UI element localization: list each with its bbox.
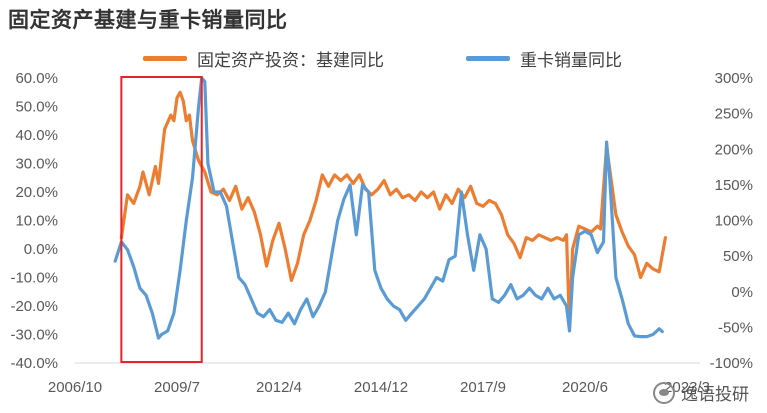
y-right-tick-label: 50% <box>723 248 753 265</box>
x-tick-label: 2017/9 <box>460 379 506 396</box>
legend-swatch-heavy-truck <box>466 56 510 61</box>
chart-legend: 固定资产投资：基建同比 重卡销量同比 <box>0 46 767 76</box>
y-right-tick-label: -100% <box>710 355 753 372</box>
y-right-tick-label: 200% <box>715 141 753 158</box>
watermark-text: 逸语投研 <box>681 385 749 405</box>
series-line-infrastructure <box>119 90 668 328</box>
wechat-icon <box>653 381 675 404</box>
y-right-tick-label: 250% <box>715 106 753 123</box>
y-left-tick-label: 20.0% <box>15 184 58 201</box>
y-left-tick-label: -30.0% <box>10 327 58 344</box>
x-tick-label: 2006/10 <box>48 379 102 396</box>
y-left-tick-label: 10.0% <box>15 213 58 230</box>
y-left-tick-label: -20.0% <box>10 298 58 315</box>
x-tick-label: 2009/7 <box>154 379 200 396</box>
x-tick-label: 2020/6 <box>562 379 608 396</box>
watermark: 逸语投研 <box>653 380 749 405</box>
y-left-tick-label: 0.0% <box>24 241 58 258</box>
legend-item-infrastructure: 固定资产投资：基建同比 <box>143 46 384 71</box>
y-right-tick-label: 300% <box>715 70 753 87</box>
chart-title: 固定资产基建与重卡销量同比 <box>8 8 288 32</box>
x-tick-label: 2014/12 <box>354 379 408 396</box>
y-right-tick-label: 150% <box>715 177 753 194</box>
y-left-tick-label: -10.0% <box>10 270 58 287</box>
legend-label-heavy-truck: 重卡销量同比 <box>520 51 622 71</box>
x-tick-label: 2012/4 <box>256 379 302 396</box>
series-line-heavy-truck <box>113 76 664 340</box>
y-left-tick-label: -40.0% <box>10 355 58 372</box>
y-right-tick-label: -50% <box>718 319 753 336</box>
y-right-tick-label: 0% <box>731 284 753 301</box>
y-right-tick-label: 100% <box>715 213 753 230</box>
x-tick-label: 2023/3 <box>664 379 710 396</box>
highlight-box <box>120 76 203 363</box>
y-left-tick-label: 30.0% <box>15 156 58 173</box>
y-left-tick-label: 60.0% <box>15 70 58 87</box>
legend-swatch-infrastructure <box>143 56 187 61</box>
y-left-tick-label: 50.0% <box>15 99 58 116</box>
legend-label-infrastructure: 固定资产投资：基建同比 <box>197 51 384 71</box>
legend-item-heavy-truck: 重卡销量同比 <box>466 46 622 71</box>
y-left-tick-label: 40.0% <box>15 127 58 144</box>
